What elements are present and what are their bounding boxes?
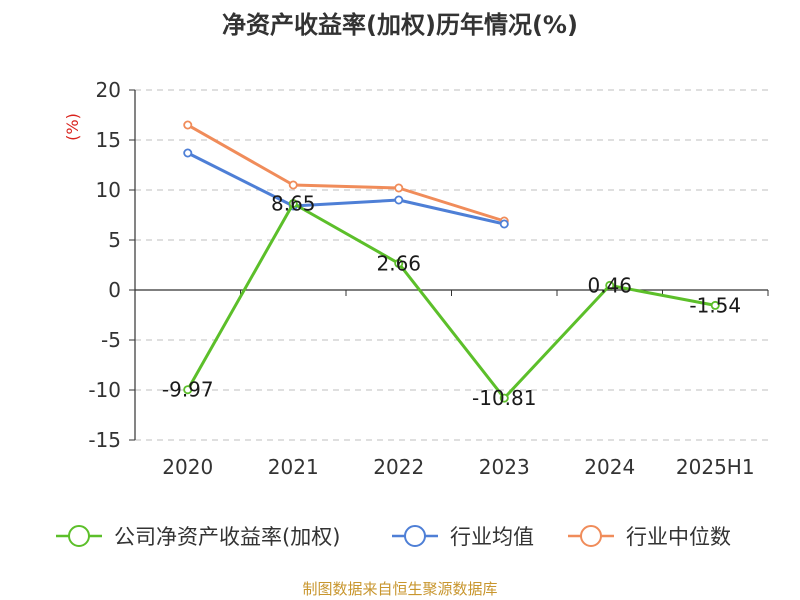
grid-lines: [135, 89, 768, 441]
x-tick-label: 2022: [373, 455, 424, 479]
data-point: [183, 120, 193, 130]
x-tick-label: 2020: [162, 455, 213, 479]
series-line-0: [186, 202, 716, 400]
y-tick-label: -10: [88, 378, 121, 402]
x-axis-ticks: 2020 2021 2022 2023 2024 2025H1: [134, 290, 769, 479]
data-point: [394, 258, 404, 268]
data-point: [394, 183, 404, 193]
legend-item-label: 行业均值: [450, 525, 534, 549]
legend-item-label: 行业中位数: [626, 525, 731, 549]
y-tick-label: -15: [88, 428, 121, 452]
data-point: [288, 198, 298, 208]
data-label: 0.46: [587, 273, 632, 297]
data-label: 8.65: [271, 192, 316, 216]
data-point: [499, 219, 509, 229]
x-tick-label: 2021: [268, 455, 319, 479]
data-label: -1.54: [689, 293, 741, 317]
y-axis-ticks: 20 15 10 5 0 -5 -10 -15: [88, 78, 135, 452]
data-point: [710, 300, 720, 310]
series-line-1: [187, 151, 505, 226]
legend-swatch-marker: [580, 525, 602, 547]
y-tick-label: 5: [108, 228, 121, 252]
data-point: [183, 148, 193, 158]
x-tick-label: 2023: [479, 455, 530, 479]
data-point: [288, 180, 298, 190]
data-point: [605, 280, 615, 290]
y-tick-label: 0: [108, 278, 121, 302]
y-tick-label: 10: [96, 178, 121, 202]
axes: [134, 90, 768, 440]
data-point: [499, 393, 509, 403]
series-lines: [183, 120, 720, 403]
legend-swatch-marker: [68, 525, 90, 547]
data-point: [183, 385, 193, 395]
y-tick-label: 15: [96, 128, 121, 152]
x-tick-label: 2024: [584, 455, 635, 479]
data-point: [394, 195, 404, 205]
data-label: -10.81: [472, 386, 536, 410]
data-labels: -9.97 8.65 2.66 -10.81 0.46 -1.54: [162, 192, 741, 411]
y-tick-label: 20: [96, 78, 121, 102]
source-note: 制图数据来自恒生聚源数据库: [302, 580, 497, 598]
y-axis-label: (%): [63, 113, 82, 141]
x-tick-label: 2025H1: [676, 455, 755, 479]
legend-item-label: 公司净资产收益率(加权): [114, 525, 340, 549]
y-tick-label: -5: [101, 328, 121, 352]
data-label: -9.97: [162, 378, 214, 402]
legend: 公司净资产收益率(加权) 行业均值 行业中位数: [56, 525, 731, 549]
legend-swatch-marker: [404, 525, 426, 547]
data-label: 2.66: [376, 251, 421, 275]
series-line-2: [187, 123, 505, 223]
chart-title: 净资产收益率(加权)历年情况(%): [222, 11, 578, 39]
